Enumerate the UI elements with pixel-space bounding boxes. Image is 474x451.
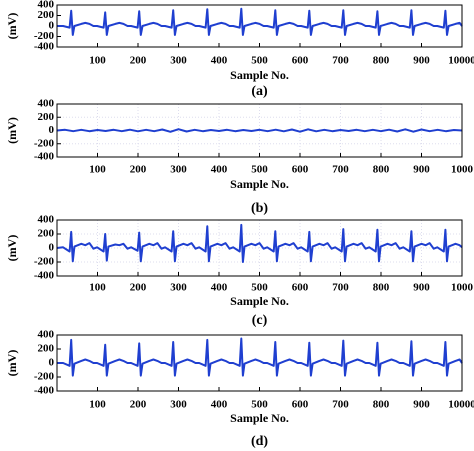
x-tick-label: 100: [89, 282, 106, 294]
y-tick-label: -200: [34, 137, 55, 149]
x-tick-label: 800: [373, 399, 390, 411]
signal-line: [57, 337, 463, 377]
x-tick-label: 600: [292, 164, 309, 176]
x-tick-label: 300: [170, 399, 187, 411]
x-tick-label: 300: [170, 55, 187, 67]
x-tick-label: 800: [373, 282, 390, 294]
x-tick-label: 200: [130, 164, 147, 176]
x-tick-label: 900: [413, 55, 430, 67]
y-tick-label: 0: [49, 357, 55, 369]
plot-frame: [56, 4, 463, 48]
signal-line: [56, 223, 463, 263]
x-tick-label: 100: [89, 164, 106, 176]
x-tick-label: 500: [251, 282, 268, 294]
caption: (b): [251, 201, 268, 216]
x-tick-label: 300: [170, 164, 187, 176]
x-axis-label: Sample No.: [230, 294, 289, 308]
y-axis-label: (mV): [5, 235, 19, 262]
y-tick-label: 200: [38, 9, 55, 21]
plot-frame: [56, 334, 463, 392]
x-axis-label: Sample No.: [230, 177, 289, 191]
x-tick-label: 600: [292, 282, 309, 294]
y-tick-label: -400: [34, 270, 55, 282]
x-tick-label: 300: [170, 282, 187, 294]
y-tick-label: 400: [38, 214, 55, 226]
x-tick-label: 800: [373, 55, 390, 67]
y-axis-label: (mV): [5, 350, 19, 377]
x-tick-label: 400: [211, 164, 228, 176]
y-tick-label: -200: [34, 30, 55, 42]
y-axis-label: (mV): [5, 13, 19, 40]
y-tick-label: -200: [34, 256, 55, 268]
y-tick-label: -400: [34, 41, 55, 53]
x-tick-label: 10000: [448, 55, 474, 67]
y-tick-label: 200: [38, 111, 55, 123]
x-tick-label: 400: [211, 282, 228, 294]
x-tick-label: 400: [211, 55, 228, 67]
y-axis-label: (mV): [5, 117, 19, 144]
y-tick-label: 400: [38, 98, 55, 110]
y-tick-label: -400: [34, 151, 55, 163]
x-tick-label: 100: [89, 55, 106, 67]
x-tick-label: 400: [211, 399, 228, 411]
x-tick-label: 700: [332, 282, 349, 294]
x-tick-label: 700: [332, 164, 349, 176]
x-tick-label: 200: [130, 55, 147, 67]
x-tick-label: 800: [373, 164, 390, 176]
y-tick-label: 0: [49, 20, 55, 32]
y-tick-label: 200: [38, 343, 55, 355]
x-tick-label: 600: [292, 399, 309, 411]
x-tick-label: 200: [130, 399, 147, 411]
x-axis-label: Sample No.: [230, 411, 289, 425]
y-tick-label: 0: [49, 242, 55, 254]
x-tick-label: 700: [332, 399, 349, 411]
x-tick-label: 1000: [451, 164, 474, 176]
x-tick-label: 600: [292, 55, 309, 67]
signal-line: [57, 7, 463, 36]
y-tick-label: 200: [38, 228, 55, 240]
x-tick-label: 200: [130, 282, 147, 294]
y-tick-label: 400: [38, 0, 55, 11]
y-tick-label: -400: [34, 385, 55, 397]
x-tick-label: 500: [251, 399, 268, 411]
caption: (d): [251, 434, 268, 449]
plot-frame: [56, 219, 463, 277]
x-tick-label: 1000: [451, 282, 474, 294]
y-tick-label: -200: [34, 371, 55, 383]
x-tick-label: 100: [89, 399, 106, 411]
x-tick-label: 500: [251, 164, 268, 176]
caption: (c): [252, 313, 268, 328]
caption: (a): [251, 84, 268, 99]
signal-line: [56, 128, 463, 133]
plot-frame: [56, 103, 463, 158]
x-axis-label: Sample No.: [230, 68, 289, 82]
x-tick-label: 900: [413, 282, 430, 294]
x-tick-label: 900: [413, 399, 430, 411]
y-tick-label: 400: [38, 329, 55, 341]
x-tick-label: 700: [332, 55, 349, 67]
x-tick-label: 10000: [448, 399, 474, 411]
x-tick-label: 900: [413, 164, 430, 176]
y-tick-label: 0: [49, 124, 55, 136]
x-tick-label: 500: [251, 55, 268, 67]
